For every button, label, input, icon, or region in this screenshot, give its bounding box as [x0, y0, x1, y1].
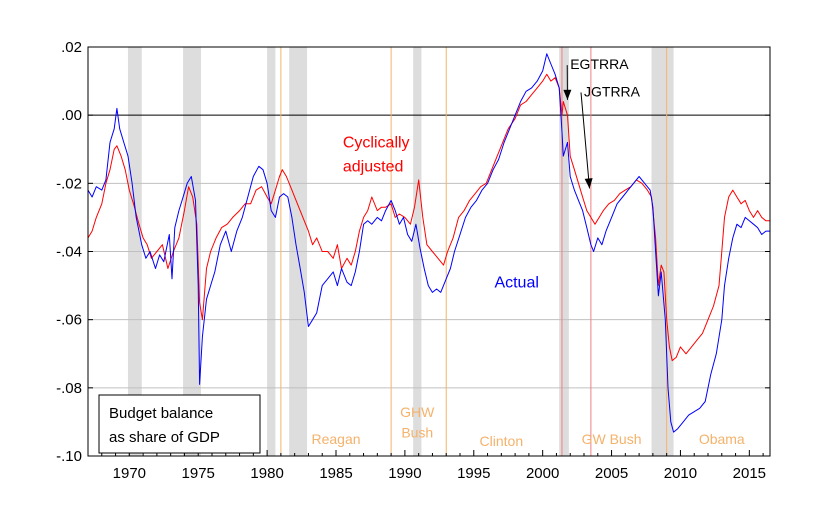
- x-tick-label-7: 2005: [595, 465, 628, 482]
- cyclically-adjusted-label-1-text: Cyclically: [343, 135, 410, 152]
- legend-box: Budget balance as share of GDP: [98, 394, 261, 454]
- actual-label-text: Actual: [494, 274, 538, 291]
- x-tick-label-1: 1975: [182, 465, 215, 482]
- x-tick-label-4: 1990: [388, 465, 421, 482]
- x-tick-label-0: 1970: [113, 465, 146, 482]
- administration-label-5: Obama: [699, 431, 745, 447]
- y-tick-label-5: .00: [61, 107, 82, 124]
- y-tick-label-0: -.10: [56, 448, 82, 465]
- cyclically-adjusted-label-2-text: adjusted: [343, 158, 404, 175]
- series-line-cyclically-adjusted: [87, 73, 770, 362]
- jgtrra-text: JGTRRA: [584, 83, 641, 99]
- administration-label-2: Bush: [401, 424, 433, 440]
- x-tick-label-5: 1995: [457, 465, 490, 482]
- annotations: Reagan GHW Bush Clinton GW Bush Obama EGTRRA JG…: [311, 56, 744, 449]
- x-tick-label-2: 1980: [250, 465, 283, 482]
- series-lines: [87, 53, 770, 433]
- legend-box-line-1: Budget balance: [109, 405, 213, 422]
- administration-label-0: Reagan: [311, 431, 360, 447]
- legend-box-border: [98, 394, 261, 454]
- x-tick-label-9: 2015: [733, 465, 766, 482]
- x-tick-label-6: 2000: [526, 465, 559, 482]
- y-tick-label-1: -.08: [56, 380, 82, 397]
- axes: -.10 -.08 -.06 -.04 -.02 .00 .02 1970 1975 1980 19…: [56, 39, 771, 482]
- y-tick-label-3: -.04: [56, 244, 82, 261]
- legend-box-line-2: as share of GDP: [109, 429, 220, 446]
- y-tick-label-6: .02: [61, 39, 82, 56]
- y-tick-label-2: -.06: [56, 312, 82, 329]
- jgtrra-arrow-head: [584, 178, 593, 189]
- egtrra-arrow-head: [563, 89, 572, 100]
- administration-label-1: GHW: [400, 404, 435, 420]
- event-lines: [280, 47, 668, 456]
- jgtrra-arrow-line: [580, 92, 591, 189]
- y-tick-label-4: -.02: [56, 175, 82, 192]
- administration-label-3: Clinton: [480, 433, 524, 449]
- administration-label-4: GW Bush: [582, 431, 642, 447]
- x-tick-label-8: 2010: [664, 465, 697, 482]
- egtrra-text: EGTRRA: [570, 56, 629, 72]
- series-line-actual: [87, 53, 770, 433]
- x-tick-label-3: 1985: [319, 465, 352, 482]
